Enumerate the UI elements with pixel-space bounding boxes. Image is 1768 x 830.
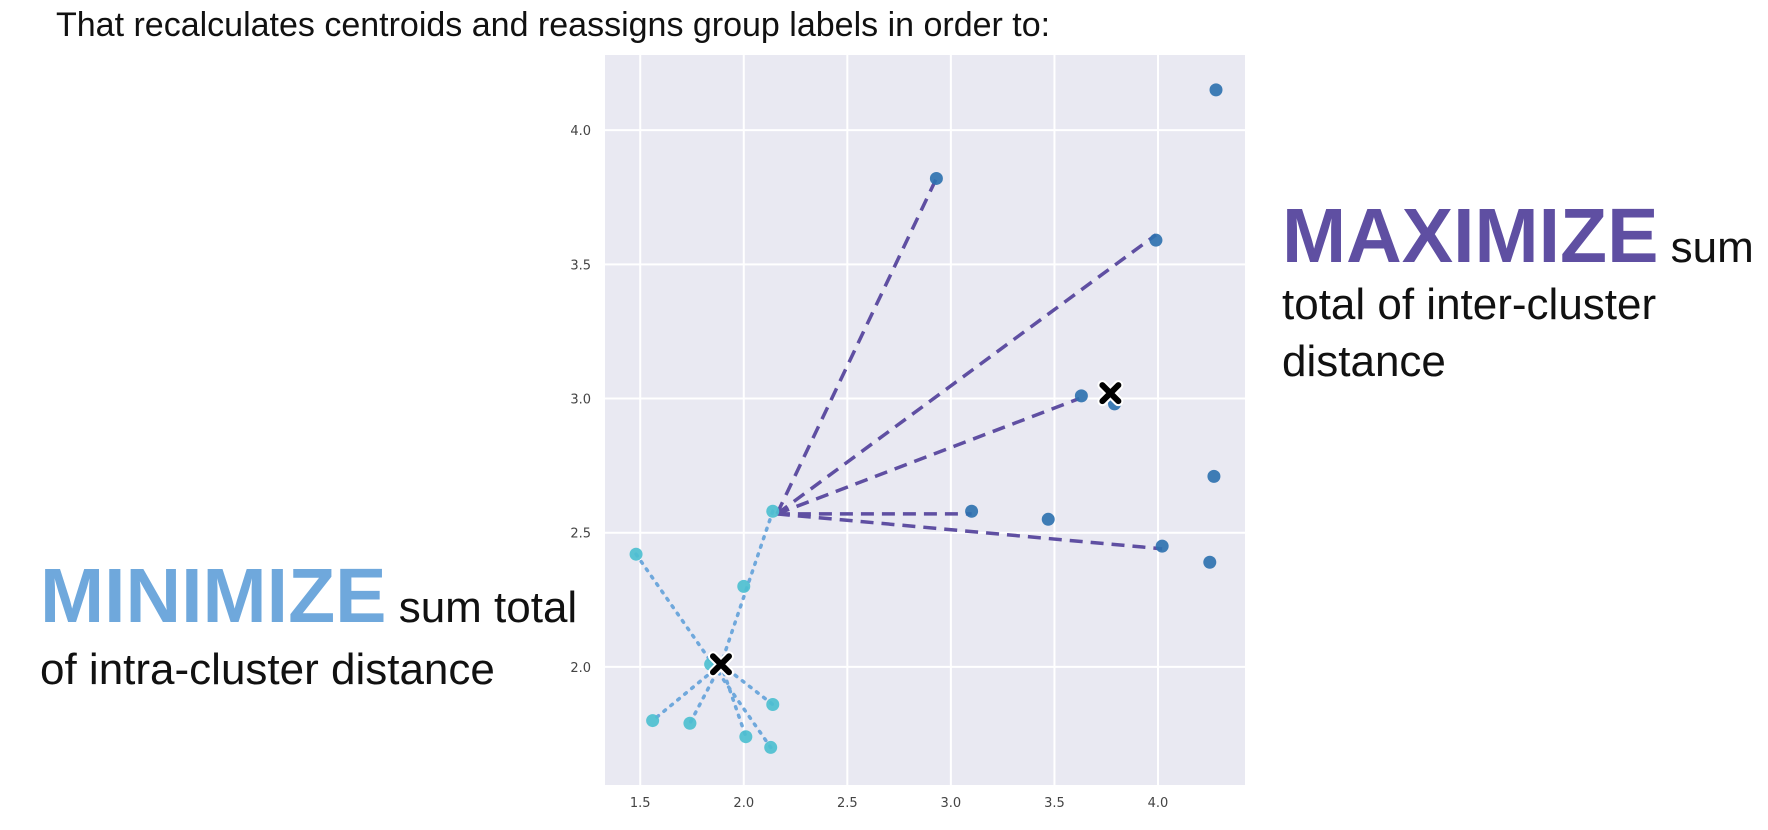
cluster-b-point <box>646 714 660 728</box>
cluster-a-point <box>1149 233 1163 247</box>
intra-cluster-distance-line <box>634 552 773 750</box>
kmeans-scatter-plot: 1.5 2.0 2.5 3.0 3.5 4.0 2.0 2.5 3.0 3.5 4.0 <box>570 55 1245 811</box>
y-tick-label: 2.5 <box>570 527 591 542</box>
x-tick-label: 4.0 <box>1148 796 1169 811</box>
y-tick-label: 3.5 <box>570 258 591 273</box>
centroid-stroke <box>709 653 732 676</box>
cluster-a-point <box>929 171 943 185</box>
x-tick-label: 1.5 <box>630 796 651 811</box>
slide-heading: That recalculates centroids and reassign… <box>56 6 1051 44</box>
cluster-b-point <box>764 740 778 754</box>
cluster-a-point <box>965 504 979 518</box>
inter-cluster-distance-line <box>776 396 1080 516</box>
inter-cluster-distance-line <box>776 512 1163 551</box>
maximize-keyword: MAXIMIZE <box>1282 193 1659 279</box>
cluster-b-point <box>629 547 643 561</box>
centroid-marker <box>707 651 734 678</box>
intra-cluster-distance-line <box>650 662 723 723</box>
plot-area <box>605 55 1245 785</box>
intra-cluster-distance-line <box>719 662 748 739</box>
cluster-b-point <box>739 730 753 744</box>
cluster-a-point <box>1209 83 1223 97</box>
data-points <box>629 83 1223 754</box>
cluster-a-point <box>1203 555 1217 569</box>
cluster-a-point <box>1074 389 1088 403</box>
x-tick-label: 2.5 <box>837 796 858 811</box>
cluster-b-point <box>683 716 697 730</box>
y-tick-label: 2.0 <box>570 661 591 676</box>
inter-cluster-distance-line <box>775 233 1157 516</box>
centroid-marker <box>1097 380 1124 407</box>
cluster-b-point <box>766 697 780 711</box>
x-tick-label: 3.0 <box>941 796 962 811</box>
y-tick-label: 3.0 <box>570 393 591 408</box>
y-tick-label: 4.0 <box>570 124 591 139</box>
cluster-b-point <box>737 579 751 593</box>
x-tick-label: 2.0 <box>733 796 754 811</box>
minimize-keyword: MINIMIZE <box>40 553 387 639</box>
minimize-description: sum total of intra-cluster distance <box>40 583 578 694</box>
cluster-a-point <box>1041 512 1055 526</box>
x-tick-label: 3.5 <box>1044 796 1065 811</box>
cluster-b-point <box>766 504 780 518</box>
axis-tick-labels: 1.5 2.0 2.5 3.0 3.5 4.0 2.0 2.5 3.0 3.5 4.0 <box>570 124 1168 811</box>
centroids <box>707 380 1124 678</box>
distance-lines <box>634 177 1163 750</box>
centroid-stroke <box>1099 382 1122 405</box>
maximize-description: sum total of inter-cluster distance <box>1282 223 1754 386</box>
cluster-a-point <box>1155 539 1169 553</box>
maximize-callout: MAXIMIZE sum total of inter-cluster dist… <box>1282 198 1768 390</box>
cluster-a-point <box>1207 469 1221 483</box>
minimize-callout: MINIMIZE sum total of intra-cluster dist… <box>40 558 620 701</box>
